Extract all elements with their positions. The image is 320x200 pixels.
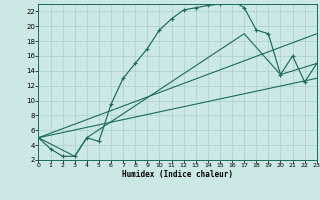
X-axis label: Humidex (Indice chaleur): Humidex (Indice chaleur)	[122, 170, 233, 179]
